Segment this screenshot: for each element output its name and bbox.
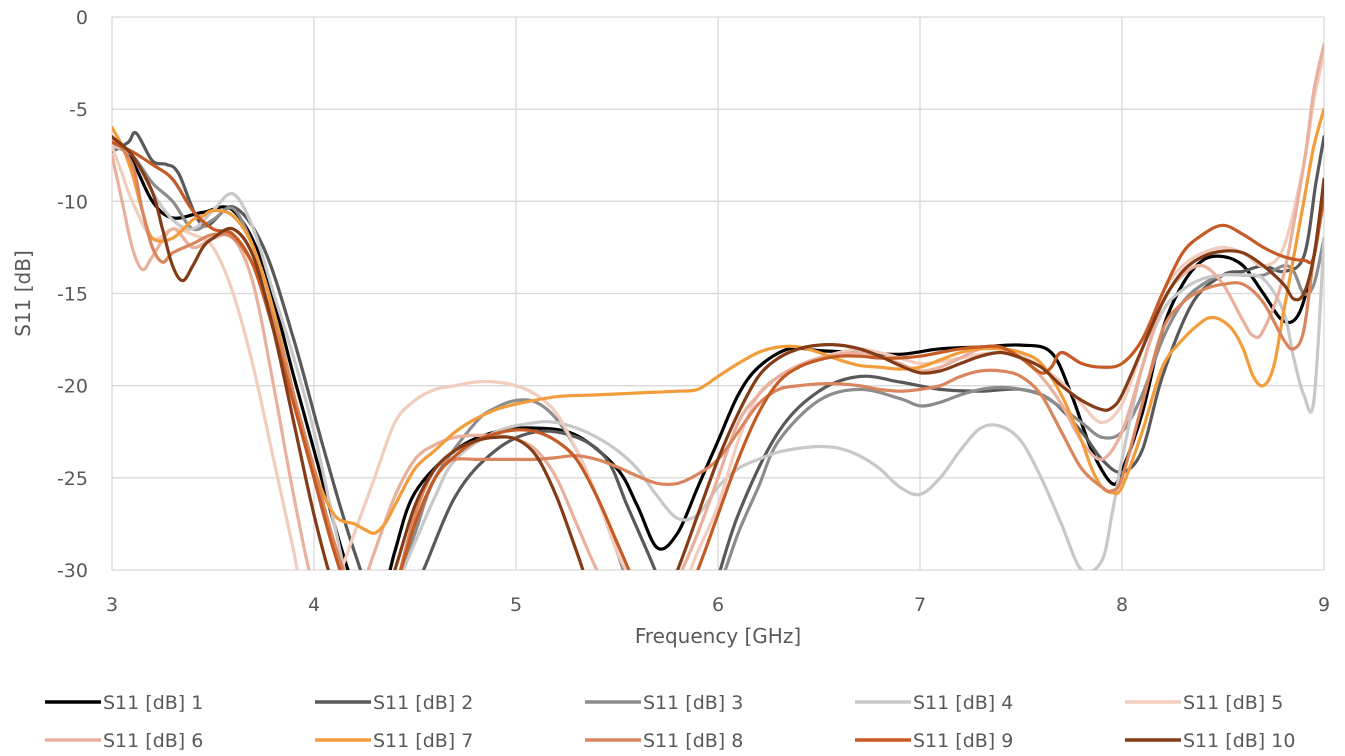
legend-item: S11 [dB] 3 xyxy=(585,692,743,714)
x-tick-label: 8 xyxy=(1116,594,1128,616)
y-tick-label: -15 xyxy=(57,284,88,306)
x-tick-label: 4 xyxy=(308,594,320,616)
legend-label: S11 [dB] 2 xyxy=(373,692,473,714)
legend-item: S11 [dB] 9 xyxy=(855,730,1013,752)
legend-label: S11 [dB] 4 xyxy=(913,692,1013,714)
x-tick-label: 7 xyxy=(914,594,926,616)
y-tick-label: -25 xyxy=(57,468,88,490)
legend-item: S11 [dB] 10 xyxy=(1125,730,1295,752)
y-tick-labels: 0 -5 -10 -15 -20 -25 -30 xyxy=(57,7,88,582)
legend-item: S11 [dB] 6 xyxy=(45,730,203,752)
legend-item: S11 [dB] 7 xyxy=(315,730,473,752)
legend-label: S11 [dB] 5 xyxy=(1183,692,1283,714)
x-tick-label: 3 xyxy=(106,594,118,616)
series-line xyxy=(112,135,1324,570)
legend-item: S11 [dB] 4 xyxy=(855,692,1013,714)
series-line xyxy=(112,135,1324,570)
y-tick-label: -10 xyxy=(57,191,88,213)
legend-label: S11 [dB] 6 xyxy=(103,730,203,752)
series-lines xyxy=(112,43,1324,570)
series-line xyxy=(112,144,1324,570)
y-tick-label: 0 xyxy=(76,7,88,29)
legend-label: S11 [dB] 7 xyxy=(373,730,473,752)
series-line xyxy=(112,140,1324,570)
x-axis-title: Frequency [GHz] xyxy=(635,624,801,648)
legend-label: S11 [dB] 10 xyxy=(1183,730,1295,752)
legend-item: S11 [dB] 1 xyxy=(45,692,203,714)
legend-item: S11 [dB] 8 xyxy=(585,730,743,752)
x-tick-label: 6 xyxy=(712,594,724,616)
legend-label: S11 [dB] 8 xyxy=(643,730,743,752)
y-tick-label: -30 xyxy=(57,560,88,582)
legend: S11 [dB] 1 S11 [dB] 2 S11 [dB] 3 S11 [dB] 4… xyxy=(45,692,1295,752)
series-line xyxy=(112,107,1324,535)
x-tick-labels: 3 4 5 6 7 8 9 xyxy=(106,594,1330,616)
series-line xyxy=(112,43,1324,570)
y-tick-label: -20 xyxy=(57,376,88,398)
legend-label: S11 [dB] 3 xyxy=(643,692,743,714)
series-line xyxy=(112,135,1324,570)
x-tick-label: 5 xyxy=(510,594,522,616)
legend-item: S11 [dB] 5 xyxy=(1125,692,1283,714)
y-tick-label: -5 xyxy=(69,99,88,121)
legend-label: S11 [dB] 1 xyxy=(103,692,203,714)
legend-label: S11 [dB] 9 xyxy=(913,730,1013,752)
y-axis-title: S11 [dB] xyxy=(11,250,35,337)
legend-item: S11 [dB] 2 xyxy=(315,692,473,714)
x-tick-label: 9 xyxy=(1318,594,1330,616)
